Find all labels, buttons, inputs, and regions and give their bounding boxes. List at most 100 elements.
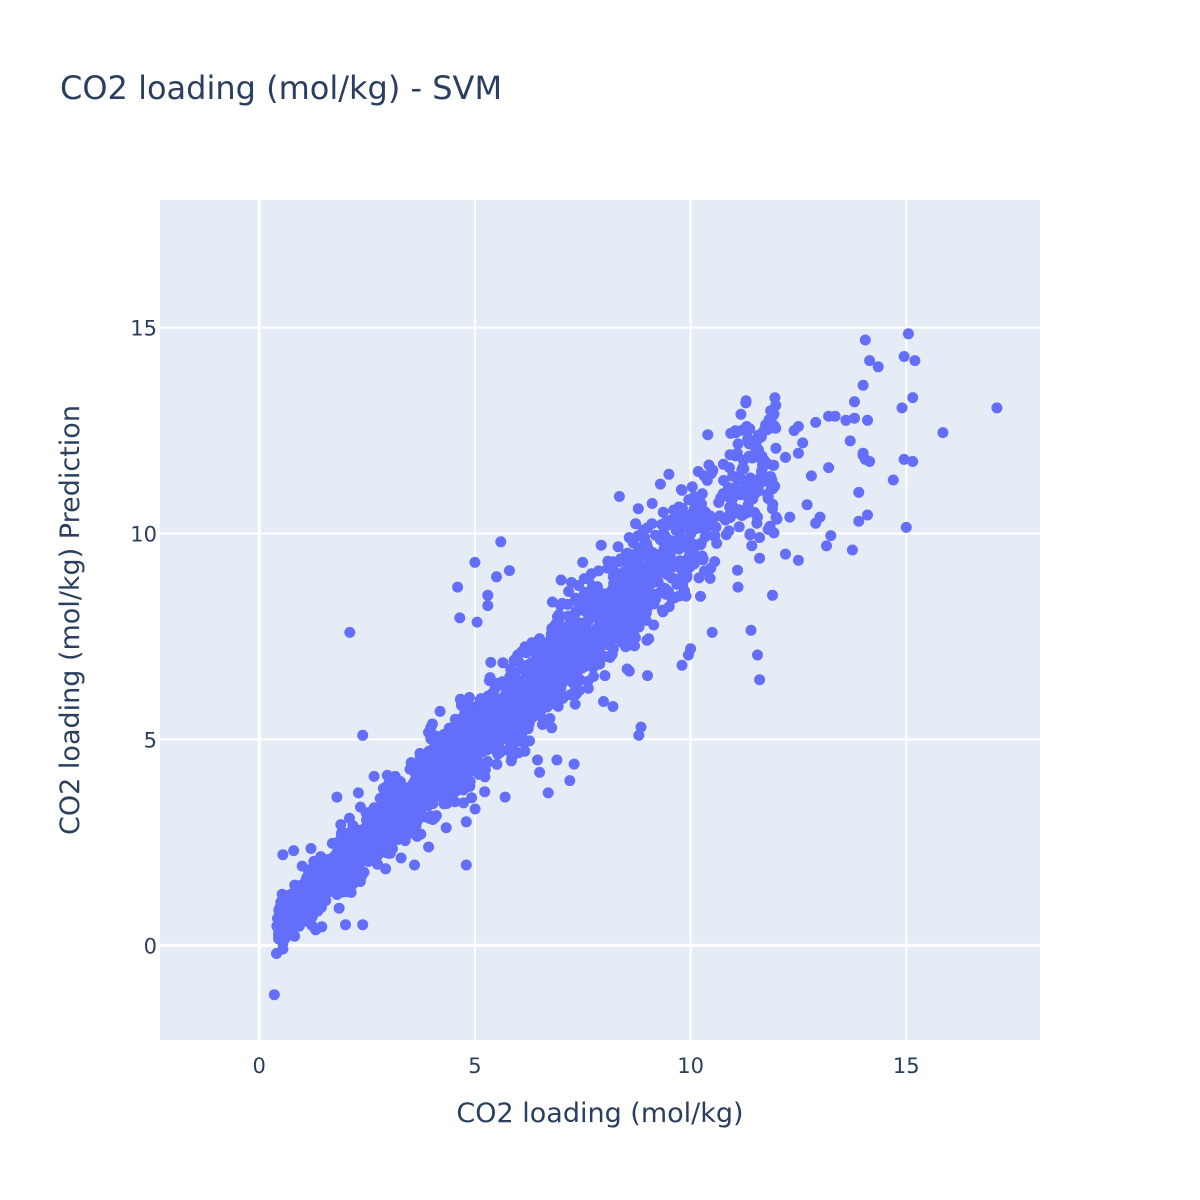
data-point: [352, 787, 364, 799]
data-point: [355, 801, 366, 813]
data-point: [457, 784, 469, 796]
data-point: [419, 767, 431, 779]
data-point: [357, 729, 369, 741]
data-point: [650, 529, 661, 541]
data-point: [695, 590, 706, 602]
data-point: [554, 681, 566, 693]
data-point: [563, 586, 575, 597]
data-point: [907, 392, 919, 404]
data-point: [752, 433, 764, 445]
data-point: [792, 421, 804, 432]
data-point: [506, 721, 518, 732]
data-point: [405, 803, 417, 815]
data-point: [348, 840, 359, 852]
data-point: [551, 754, 563, 766]
data-point: [546, 722, 558, 734]
data-point: [452, 581, 464, 593]
data-point: [344, 626, 356, 638]
data-point: [286, 904, 298, 915]
data-point: [574, 621, 586, 633]
data-point: [724, 489, 736, 501]
data-point: [823, 462, 835, 474]
data-point: [561, 633, 573, 645]
data-points: [268, 328, 1003, 1001]
data-point: [675, 484, 687, 496]
data-point: [792, 554, 804, 566]
data-point: [676, 502, 688, 514]
data-point: [277, 849, 289, 861]
data-point: [663, 601, 675, 613]
data-point: [318, 858, 329, 870]
data-point: [357, 919, 369, 931]
data-point: [859, 334, 871, 346]
data-point: [552, 662, 564, 674]
data-point: [573, 685, 585, 697]
data-point: [991, 402, 1003, 414]
data-point: [675, 538, 687, 550]
data-point: [391, 791, 403, 803]
data-point: [720, 529, 732, 541]
data-point: [767, 483, 779, 495]
data-point: [607, 701, 619, 712]
data-point: [409, 859, 420, 871]
data-point: [474, 710, 486, 722]
data-point: [380, 863, 392, 875]
data-point: [497, 657, 509, 669]
data-point: [610, 630, 622, 642]
data-point: [355, 829, 366, 841]
data-point: [617, 594, 629, 606]
data-point: [709, 530, 721, 542]
data-point: [657, 506, 669, 518]
data-point: [530, 654, 542, 665]
data-point: [503, 565, 515, 577]
data-point: [556, 597, 568, 609]
data-point: [710, 521, 722, 533]
data-point: [714, 510, 726, 522]
data-point: [423, 841, 435, 853]
data-point: [288, 845, 300, 857]
data-point: [749, 507, 761, 518]
data-point: [900, 521, 912, 533]
data-point: [623, 572, 634, 584]
data-point: [438, 770, 450, 782]
data-point: [604, 590, 616, 602]
data-point: [505, 690, 517, 702]
data-point: [656, 564, 668, 576]
data-point: [717, 458, 729, 470]
data-point: [489, 683, 501, 695]
data-point: [633, 621, 645, 633]
data-point: [682, 512, 694, 524]
data-point: [700, 506, 711, 518]
data-point: [532, 754, 543, 766]
data-point: [898, 453, 910, 465]
data-point: [734, 471, 746, 483]
data-point: [902, 328, 914, 340]
data-point: [632, 503, 644, 515]
data-point: [697, 554, 709, 566]
data-point: [630, 518, 642, 530]
data-point: [909, 355, 921, 367]
data-point: [453, 764, 465, 776]
data-point: [381, 769, 393, 781]
data-point: [552, 700, 564, 712]
chart-title: CO2 loading (mol/kg) - SVM: [60, 69, 502, 107]
data-point: [763, 471, 775, 483]
data-point: [780, 451, 791, 463]
data-point: [505, 755, 517, 767]
data-point: [534, 679, 546, 691]
data-point: [737, 462, 749, 473]
data-point: [759, 459, 771, 471]
data-point: [732, 438, 744, 450]
data-point: [405, 757, 417, 769]
data-point: [347, 858, 359, 870]
data-point: [733, 504, 745, 516]
data-point: [746, 540, 758, 552]
data-point: [846, 544, 858, 556]
data-point: [534, 635, 545, 647]
data-point: [686, 481, 698, 493]
data-point: [414, 785, 426, 797]
data-point: [937, 427, 949, 439]
data-point: [690, 539, 702, 551]
x-tick-label: 15: [893, 1054, 920, 1078]
data-point: [705, 468, 717, 480]
